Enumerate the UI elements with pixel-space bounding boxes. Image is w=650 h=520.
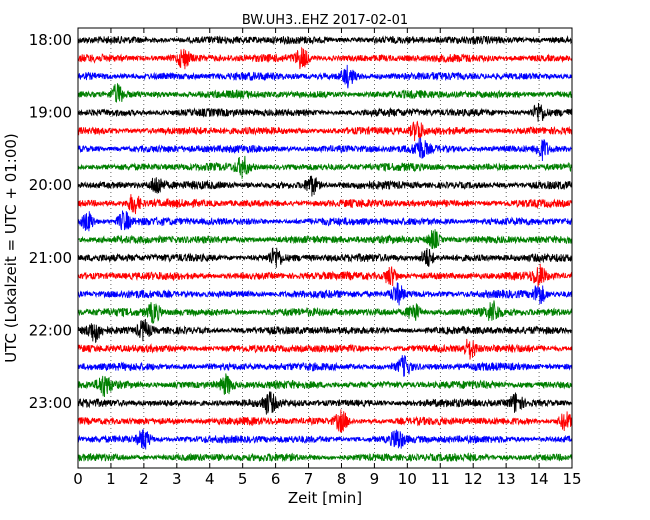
x-tick-label: 5: [238, 470, 248, 488]
seismic-trace: [77, 64, 573, 89]
y-tick-label: 20:00: [29, 176, 72, 194]
seismic-trace: [77, 46, 573, 70]
seismic-trace: [77, 263, 573, 289]
seismic-trace: [77, 282, 573, 306]
seismic-trace: [77, 120, 573, 142]
seismic-trace: [77, 175, 573, 197]
seismic-trace: [77, 210, 573, 232]
seismic-trace: [77, 102, 573, 122]
seismic-trace: [77, 373, 573, 398]
plot-frame: [77, 27, 573, 469]
seismic-trace: [77, 429, 573, 450]
seismic-trace: [77, 338, 573, 360]
seismic-trace: [77, 247, 573, 268]
x-tick-label: 0: [73, 470, 83, 488]
x-tick-label: 13: [497, 470, 516, 488]
x-tick-label: 9: [370, 470, 380, 488]
x-tick-label: 4: [205, 470, 215, 488]
seismic-trace: [77, 137, 573, 162]
chart-title: BW.UH3..EHZ 2017-02-01: [242, 13, 408, 28]
seismic-traces: [77, 35, 573, 463]
x-tick-label: 12: [464, 470, 483, 488]
x-tick-label: 3: [172, 470, 182, 488]
x-axis: 0 1 2 3 4 5 6 7 8 9 10 11 12 13 14 15: [73, 28, 582, 488]
seismic-trace: [77, 155, 573, 179]
y-tick-label: 21:00: [29, 249, 72, 267]
seismic-trace: [77, 83, 573, 103]
y-tick-label: 22:00: [29, 321, 72, 339]
x-tick-label: 6: [271, 470, 281, 488]
seismic-trace: [77, 452, 573, 463]
x-tick-label: 7: [304, 470, 314, 488]
seismic-trace: [77, 355, 573, 377]
y-axis: 18:00 19:00 20:00 21:00 22:00 23:00: [29, 31, 572, 412]
seismic-trace: [77, 300, 573, 324]
x-tick-label: 2: [139, 470, 149, 488]
seismic-trace: [77, 318, 572, 344]
seismic-trace: [77, 391, 573, 415]
x-tick-label: 11: [431, 470, 450, 488]
x-axis-label: Zeit [min]: [288, 489, 362, 507]
seismic-trace: [77, 194, 573, 215]
y-axis-label: UTC (Lokalzeit = UTC + 01:00): [2, 133, 20, 363]
y-tick-label: 18:00: [29, 31, 72, 49]
seismic-trace: [77, 35, 573, 46]
seismic-trace: [77, 229, 573, 250]
x-tick-label: 1: [106, 470, 116, 488]
x-tick-label: 8: [337, 470, 347, 488]
x-tick-label: 14: [530, 470, 549, 488]
y-tick-label: 23:00: [29, 394, 72, 412]
grid-lines: [110, 28, 540, 468]
x-tick-label: 15: [562, 470, 581, 488]
seismic-trace: [77, 409, 573, 433]
x-tick-label: 10: [398, 470, 417, 488]
y-tick-label: 19:00: [29, 104, 72, 122]
